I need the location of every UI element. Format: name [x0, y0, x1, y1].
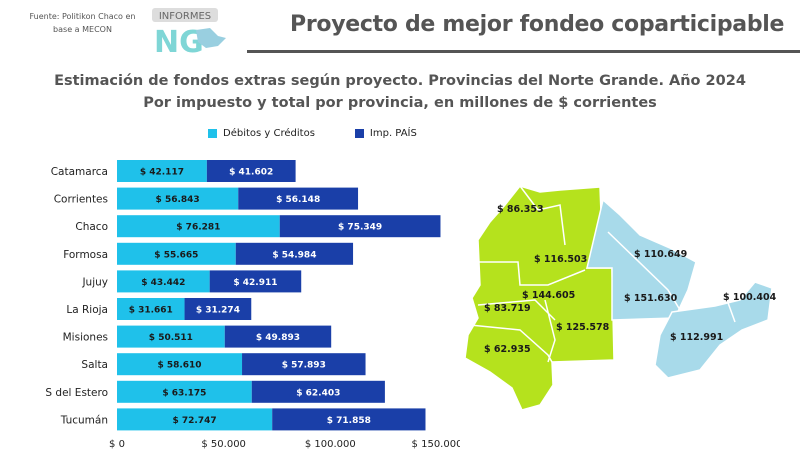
informes-ng-logo: INFORMES NG — [152, 8, 226, 54]
data-label: $ 42.117 — [140, 168, 184, 178]
bar-pais — [209, 270, 302, 293]
category-label: S del Estero — [45, 387, 108, 399]
x-tick-label: $ 150.000 — [412, 439, 460, 450]
bar-debitos — [117, 187, 239, 210]
legend-debitos: Débitos y Créditos — [208, 128, 315, 139]
source-note: Fuente: Politikon Chaco en base a MECON — [29, 12, 136, 34]
data-label: $ 31.661 — [129, 306, 173, 316]
bar-pais — [238, 187, 359, 210]
x-tick-label: $ 50.000 — [201, 439, 246, 450]
bar-debitos — [117, 380, 252, 403]
category-label: Jujuy — [81, 276, 108, 288]
map-value-label: $ 116.503 — [534, 254, 587, 265]
legend-label: Imp. PAÍS — [369, 128, 417, 139]
bar-debitos — [117, 298, 185, 320]
data-label: $ 56.843 — [156, 195, 200, 205]
bar-chart: Catamarca $ 42.117 $ 41.602 Corrientes $ 56.… — [45, 160, 460, 450]
data-label: $ 63.175 — [162, 388, 206, 398]
data-label: $ 71.858 — [327, 416, 371, 426]
data-label: $ 42.911 — [233, 278, 277, 288]
map-value-label: $ 144.605 — [522, 290, 575, 301]
bar-debitos — [117, 160, 207, 182]
svg-text:INFORMES: INFORMES — [159, 11, 211, 22]
map-value-label: $ 112.991 — [670, 332, 723, 343]
data-label: $ 72.747 — [173, 416, 217, 426]
category-label: Tucumán — [60, 414, 108, 426]
map-value-label: $ 83.719 — [484, 303, 531, 314]
legend-swatch — [208, 129, 217, 138]
map-value-label: $ 86.353 — [497, 204, 544, 215]
map-value-label: $ 100.404 — [723, 292, 777, 303]
bar-pais — [251, 380, 385, 403]
bar-debitos — [117, 270, 210, 293]
legend-label: Débitos y Créditos — [223, 128, 315, 139]
data-label: $ 49.893 — [256, 333, 300, 343]
category-label: Chaco — [75, 221, 108, 233]
data-label: $ 54.984 — [272, 250, 316, 260]
data-label: $ 50.511 — [149, 333, 193, 343]
svg-text:NG: NG — [154, 25, 204, 54]
map-value-label: $ 125.578 — [556, 322, 610, 333]
map-value-label: $ 151.630 — [624, 293, 678, 304]
x-tick-label: $ 0 — [109, 439, 125, 450]
category-label: Catamarca — [51, 166, 108, 178]
category-label: Corrientes — [54, 194, 108, 206]
category-label: Formosa — [63, 249, 108, 261]
data-label: $ 58.610 — [157, 361, 201, 371]
bar-debitos — [117, 215, 280, 238]
bar-debitos — [117, 408, 273, 431]
legend-swatch — [354, 129, 364, 138]
bar-pais — [224, 325, 332, 348]
page-title: Proyecto de mejor fondeo coparticipable — [290, 12, 785, 37]
map-region-blue-east — [654, 281, 773, 379]
bar-debitos — [117, 325, 225, 348]
data-label: $ 55.665 — [154, 250, 198, 260]
chart-subtitle-2: Por impuesto y total por provincia, en m… — [143, 95, 657, 111]
legend-pais: Imp. PAÍS — [354, 128, 417, 139]
bar-pais — [206, 160, 296, 182]
data-label: $ 56.148 — [276, 195, 320, 205]
data-label: $ 75.349 — [338, 223, 382, 233]
bar-pais — [184, 298, 252, 320]
map-region-green-divisions — [469, 185, 586, 363]
category-label: La Rioja — [66, 304, 108, 316]
bar-debitos — [117, 242, 236, 265]
bar-pais — [279, 215, 441, 238]
category-label: Salta — [81, 359, 108, 371]
data-label: $ 41.602 — [229, 168, 273, 178]
bar-pais — [235, 242, 354, 265]
bar-pais — [242, 353, 366, 376]
data-label: $ 31.274 — [196, 306, 240, 316]
map-value-label: $ 62.935 — [484, 344, 531, 355]
x-tick-label: $ 100.000 — [305, 439, 356, 450]
data-label: $ 62.403 — [296, 388, 340, 398]
bar-pais — [272, 408, 426, 431]
bar-debitos — [117, 353, 243, 376]
data-label: $ 43.442 — [141, 278, 185, 288]
title-divider — [247, 50, 800, 53]
legend: Débitos y Créditos Imp. PAÍS — [208, 128, 417, 139]
map-value-label: $ 110.649 — [634, 249, 687, 260]
data-label: $ 57.893 — [282, 361, 326, 371]
chart-subtitle-1: Estimación de fondos extras según proyec… — [54, 73, 746, 89]
data-label: $ 76.281 — [176, 223, 220, 233]
category-label: Misiones — [63, 332, 108, 344]
